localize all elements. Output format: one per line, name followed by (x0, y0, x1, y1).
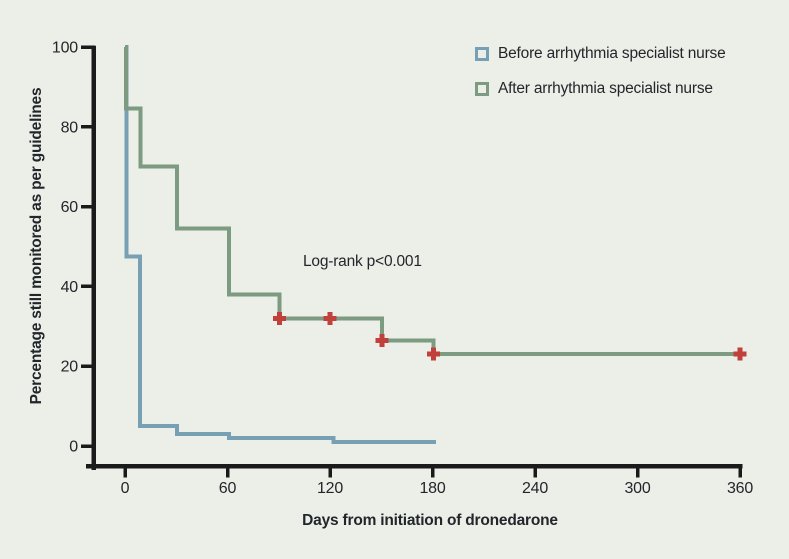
legend-label-after: After arrhythmia specialist nurse (498, 80, 713, 97)
legend: Before arrhythmia specialist nurse After… (475, 45, 726, 97)
svg-text:240: 240 (522, 480, 548, 497)
y-axis-title: Percentage still monitored as per guidel… (28, 87, 45, 405)
svg-text:0: 0 (69, 439, 78, 456)
legend-swatch-after-icon (475, 82, 489, 96)
legend-item-before: Before arrhythmia specialist nurse (475, 45, 726, 62)
svg-text:40: 40 (61, 279, 79, 296)
svg-text:100: 100 (52, 40, 78, 57)
svg-text:120: 120 (317, 480, 343, 497)
legend-label-before: Before arrhythmia specialist nurse (498, 45, 726, 62)
legend-swatch-before-icon (475, 47, 489, 61)
svg-text:60: 60 (219, 480, 237, 497)
logrank-annotation: Log-rank p<0.001 (303, 253, 422, 270)
svg-text:20: 20 (61, 359, 79, 376)
svg-text:0: 0 (121, 480, 130, 497)
svg-text:60: 60 (61, 199, 79, 216)
x-axis-title: Days from initiation of dronedarone (302, 512, 558, 529)
svg-text:180: 180 (419, 480, 445, 497)
svg-text:300: 300 (624, 480, 650, 497)
svg-text:80: 80 (61, 119, 79, 136)
legend-item-after: After arrhythmia specialist nurse (475, 80, 726, 97)
svg-text:360: 360 (727, 480, 753, 497)
